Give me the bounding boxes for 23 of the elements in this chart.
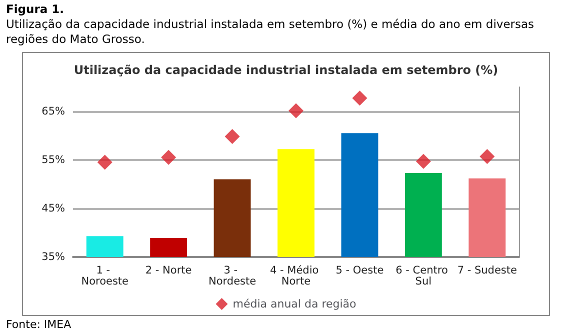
y-tick-label: 35% <box>42 251 66 263</box>
y-tick-label: 55% <box>42 154 66 166</box>
x-tick-label: 2 - Norte <box>145 264 192 276</box>
x-tick-label: 3 - Nordeste <box>208 264 256 288</box>
point <box>480 148 495 164</box>
point <box>224 129 240 144</box>
x-tick-label: 7 - Sudeste <box>457 264 517 276</box>
point <box>288 103 304 118</box>
x-tick-label: 5 - Oeste <box>336 264 384 276</box>
y-tick-label: 65% <box>42 105 66 118</box>
text: Utilização da capacidade industrial instalada em setembro (%) e média do ano em diversas regiões do Mato Grosso. <box>6 17 536 47</box>
legend-label: média anual da região <box>232 298 357 310</box>
source-note: Fonte: IMEA <box>6 318 72 331</box>
x-tick-label: 6 - Centro Sul <box>396 264 452 288</box>
point <box>97 154 112 170</box>
y-tick-label: 45% <box>42 202 66 214</box>
x-tick-label: 1 - Noroeste <box>81 264 129 288</box>
chart-title: Utilização da capacidade industrial instalada em setembro (%) <box>74 63 498 77</box>
point <box>352 90 368 106</box>
point <box>416 154 431 169</box>
text: Figura 1. <box>6 2 66 17</box>
x-tick-label: 4 - Médio Norte <box>270 264 322 288</box>
point <box>161 150 176 165</box>
